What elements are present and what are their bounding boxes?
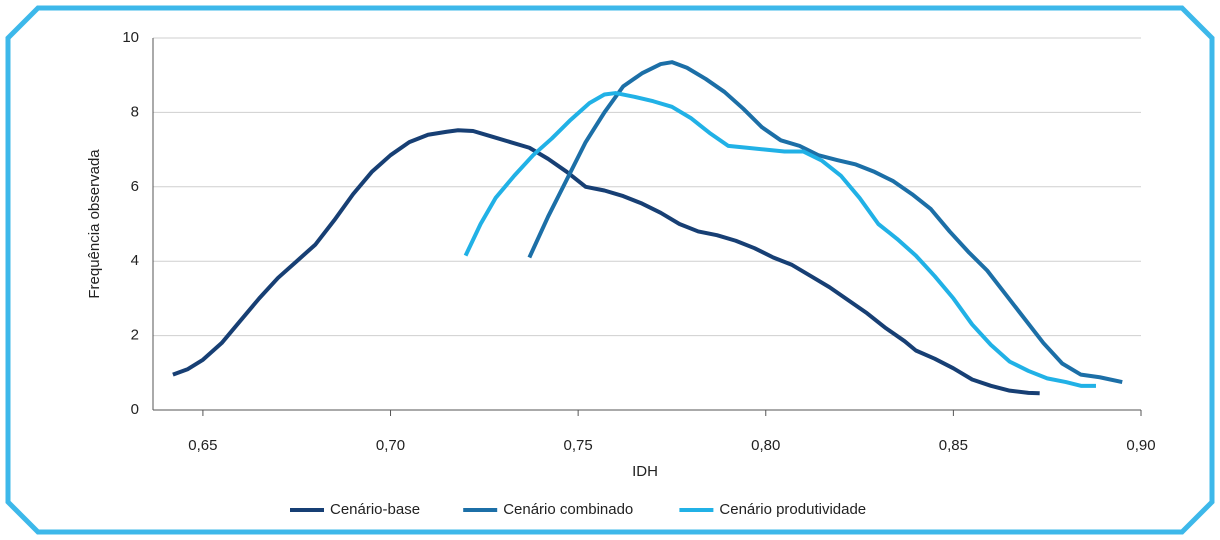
y-tick-label: 8 [131,103,139,120]
legend-label: Cenário produtividade [719,501,866,518]
y-tick-label: 10 [122,29,139,46]
x-tick-label: 0,90 [1126,437,1155,454]
legend-label: Cenário-base [330,501,420,518]
y-axis-title: Frequência observada [86,149,103,299]
legend-label: Cenário combinado [503,501,633,518]
x-tick-label: 0,70 [376,437,405,454]
y-tick-label: 6 [131,178,139,195]
series-line [172,128,1040,396]
x-axis-title: IDH [632,463,658,480]
x-tick-label: 0,75 [564,437,593,454]
x-tick-label: 0,65 [188,437,217,454]
y-tick-label: 0 [131,401,139,418]
frame [5,5,1215,535]
y-tick-label: 2 [131,327,139,344]
x-tick-label: 0,80 [751,437,780,454]
series-line [527,60,1123,385]
series-line [463,91,1096,388]
x-tick-label: 0,85 [939,437,968,454]
y-tick-label: 4 [131,252,139,269]
